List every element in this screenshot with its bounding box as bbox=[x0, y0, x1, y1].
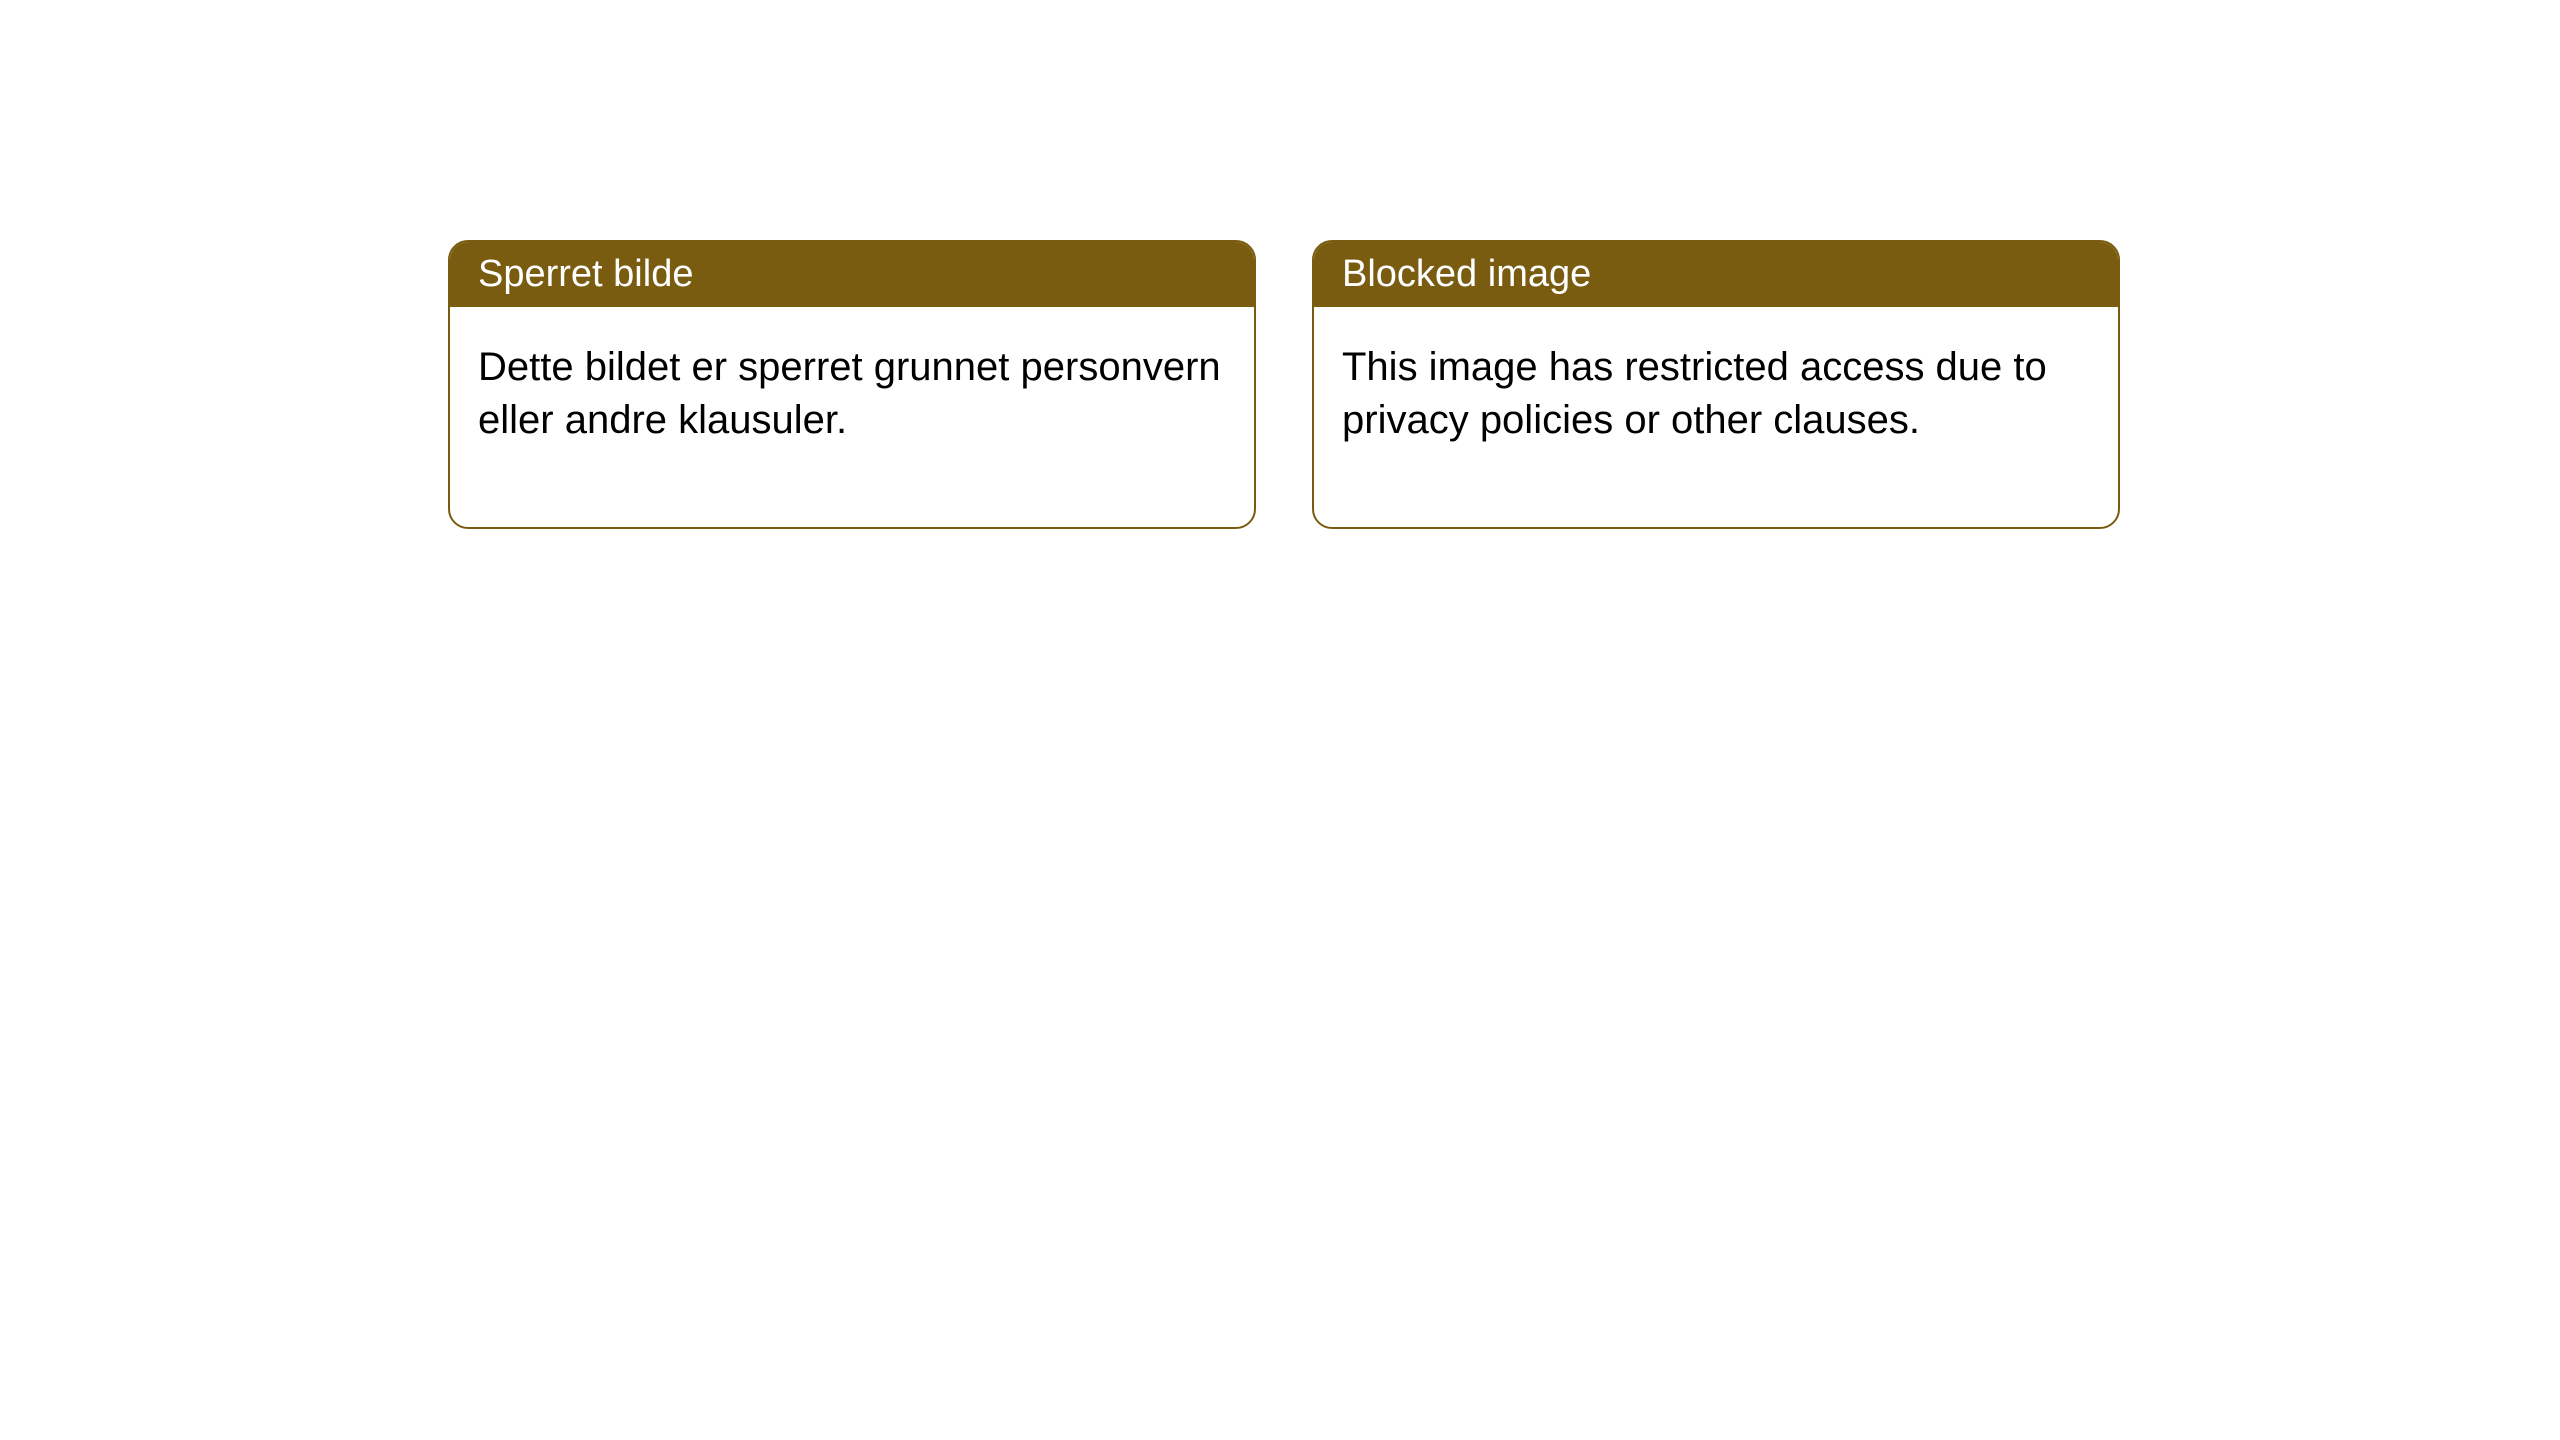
notice-card-norwegian: Sperret bilde Dette bildet er sperret gr… bbox=[448, 240, 1256, 529]
notice-card-english: Blocked image This image has restricted … bbox=[1312, 240, 2120, 529]
notice-header-norwegian: Sperret bilde bbox=[450, 242, 1254, 307]
notice-header-english: Blocked image bbox=[1314, 242, 2118, 307]
notice-container: Sperret bilde Dette bildet er sperret gr… bbox=[0, 0, 2560, 529]
notice-body-norwegian: Dette bildet er sperret grunnet personve… bbox=[450, 307, 1254, 527]
notice-body-english: This image has restricted access due to … bbox=[1314, 307, 2118, 527]
